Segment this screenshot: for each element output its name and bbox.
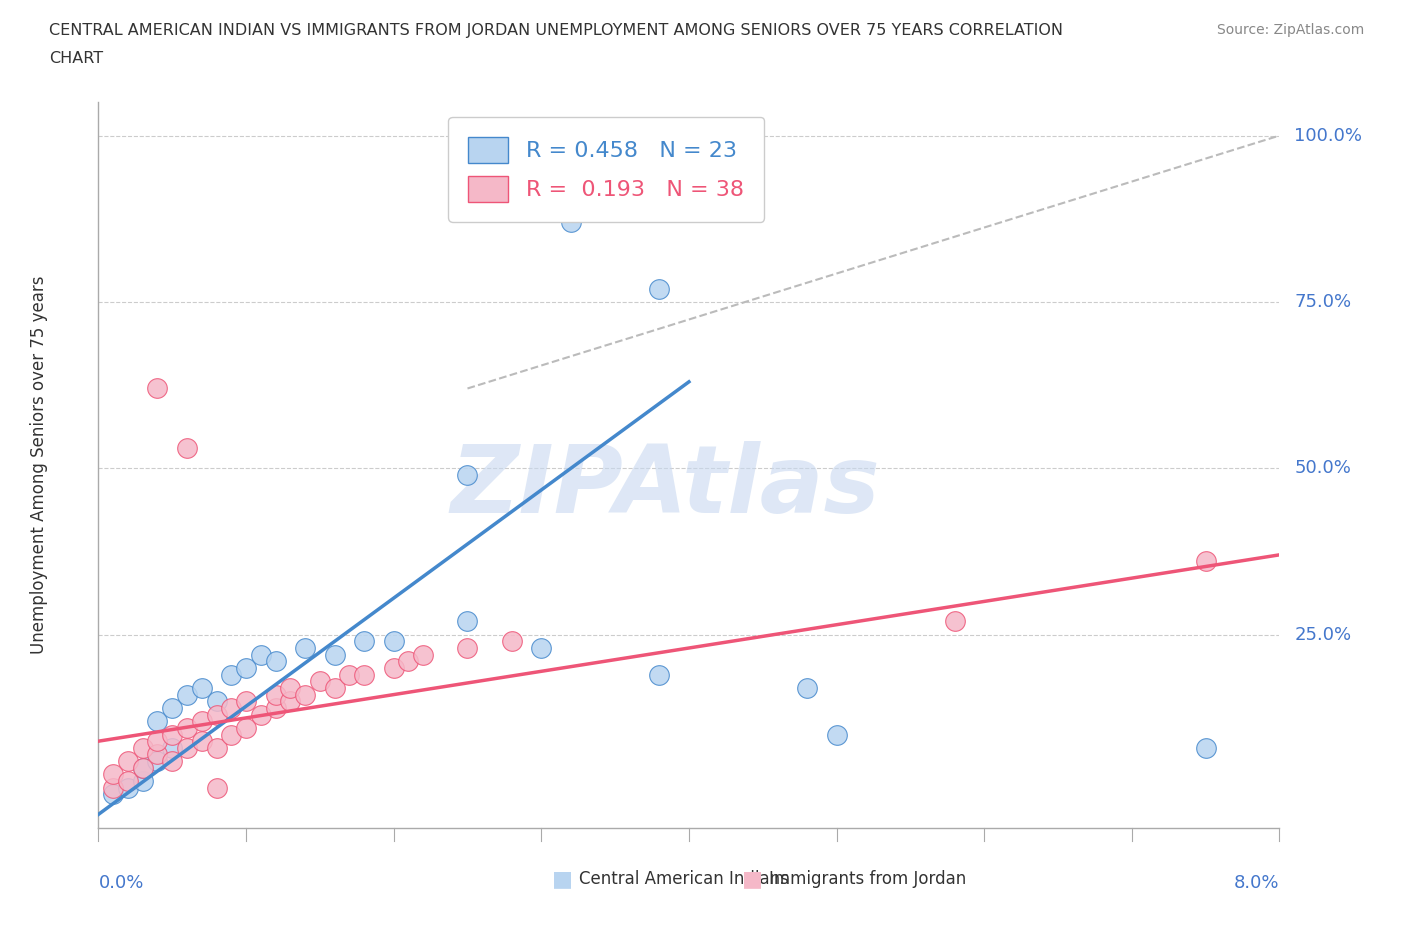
Point [825,727,848,742]
Point [103,767,125,782]
Text: 25.0%: 25.0% [1295,626,1351,644]
Point [205,707,228,722]
Point [250,707,273,722]
Point [162,700,183,715]
Text: Unemployment Among Seniors over 75 years: Unemployment Among Seniors over 75 years [31,276,48,654]
Point [221,667,243,682]
Point [117,753,139,768]
Point [146,734,169,749]
Point [162,753,183,768]
Point [1195,554,1218,569]
Point [648,281,671,296]
Point [146,714,169,729]
Point [132,740,155,755]
Point [294,687,316,702]
Point [457,641,479,656]
Point [796,681,818,696]
Point [339,667,361,682]
Point [294,641,316,656]
Point [146,753,169,768]
Point [560,215,582,230]
Point [191,681,214,696]
Point [176,721,198,736]
Text: 50.0%: 50.0% [1295,459,1351,477]
Text: ZIPAtlas: ZIPAtlas [450,441,880,533]
Point [176,687,198,702]
Point [382,660,405,675]
Point [235,694,257,709]
Text: 8.0%: 8.0% [1234,874,1279,892]
Point [280,694,302,709]
Point [146,381,169,396]
Text: 75.0%: 75.0% [1295,293,1351,311]
Point [264,654,287,669]
Point [323,681,346,696]
Point [191,714,214,729]
Point [132,774,155,789]
Point [205,694,228,709]
Point [235,660,257,675]
Point [162,727,183,742]
Point [103,780,125,795]
Text: Immigrants from Jordan: Immigrants from Jordan [769,870,966,888]
Point [205,780,228,795]
Text: ■: ■ [553,869,572,889]
Point [117,780,139,795]
Point [146,747,169,762]
Point [235,721,257,736]
Point [457,468,479,483]
Point [309,674,332,689]
Text: CENTRAL AMERICAN INDIAN VS IMMIGRANTS FROM JORDAN UNEMPLOYMENT AMONG SENIORS OVE: CENTRAL AMERICAN INDIAN VS IMMIGRANTS FR… [49,23,1063,38]
Point [264,700,287,715]
Point [162,740,183,755]
Legend: R = 0.458   N = 23, R =  0.193   N = 38: R = 0.458 N = 23, R = 0.193 N = 38 [449,117,763,221]
Text: Central American Indians: Central American Indians [579,870,789,888]
Point [398,654,420,669]
Point [457,614,479,629]
Point [382,634,405,649]
Point [132,761,155,776]
Point [280,681,302,696]
Text: 0.0%: 0.0% [98,874,143,892]
Point [353,634,375,649]
Text: Source: ZipAtlas.com: Source: ZipAtlas.com [1216,23,1364,37]
Point [132,761,155,776]
Point [1195,740,1218,755]
Point [648,667,671,682]
Point [221,727,243,742]
Point [412,647,434,662]
Point [264,687,287,702]
Point [323,647,346,662]
Text: CHART: CHART [49,51,103,66]
Point [191,734,214,749]
Text: 100.0%: 100.0% [1295,126,1362,144]
Point [943,614,966,629]
Point [250,647,273,662]
Point [176,740,198,755]
Point [530,641,553,656]
Point [221,700,243,715]
Point [117,774,139,789]
Text: ■: ■ [742,869,762,889]
Point [501,634,523,649]
Point [176,441,198,456]
Point [353,667,375,682]
Point [205,740,228,755]
Point [103,787,125,802]
